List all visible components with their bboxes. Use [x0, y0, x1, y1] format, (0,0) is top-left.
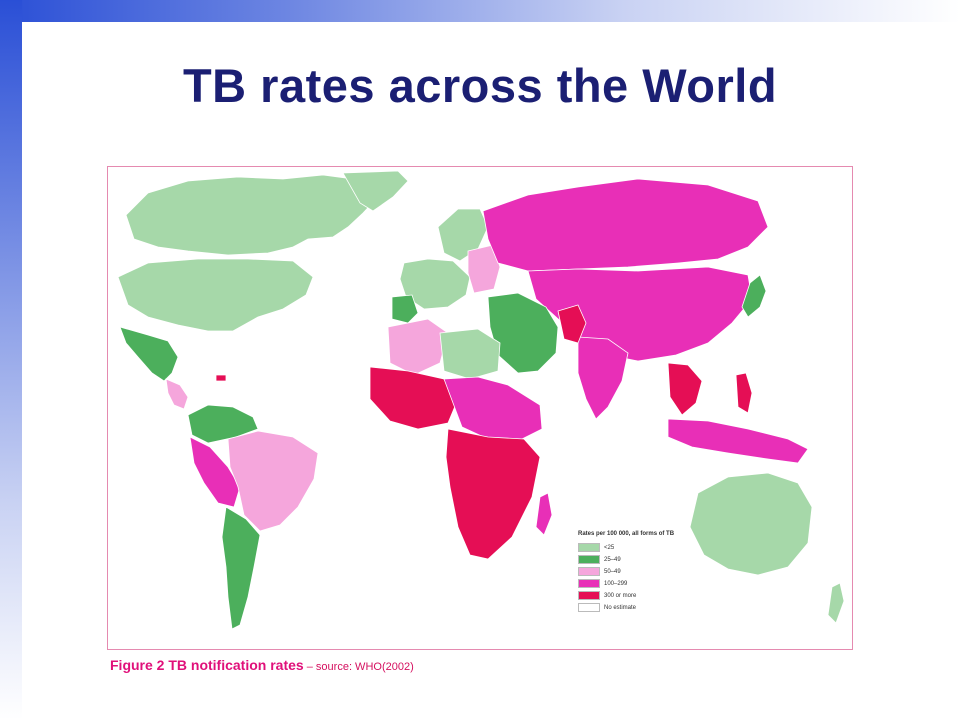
legend-item: 25–49	[578, 554, 728, 565]
region-southeast-asia	[667, 362, 703, 416]
region-indonesia	[667, 418, 809, 464]
region-alaska-canada	[125, 174, 379, 256]
caption-figure-label: Figure 2 TB notification rates	[110, 657, 304, 673]
legend-label: 300 or more	[604, 592, 637, 599]
region-philippines	[735, 372, 753, 414]
top-gradient-bar	[0, 0, 960, 22]
map-legend: Rates per 100 000, all forms of TB <25 2…	[578, 531, 728, 614]
figure-caption: Figure 2 TB notification rates – source:…	[110, 657, 414, 673]
region-new-zealand	[827, 582, 845, 624]
slide-title: TB rates across the World	[182, 59, 778, 112]
region-western-europe	[399, 258, 471, 310]
region-colombia-venezuela	[187, 404, 259, 444]
legend-label: <25	[604, 544, 615, 551]
region-west-africa	[369, 366, 459, 430]
legend-item: 50–49	[578, 566, 728, 577]
region-north-africa-east	[439, 328, 501, 380]
legend-swatch	[578, 555, 600, 564]
region-argentina-chile	[221, 506, 261, 630]
region-central-america	[165, 378, 189, 410]
legend-swatch	[578, 591, 600, 600]
region-madagascar	[535, 492, 553, 536]
legend-item: No estimate	[578, 602, 728, 613]
region-greenland	[342, 170, 409, 212]
caption-source: – source: WHO(2002)	[303, 661, 414, 673]
region-north-africa-west	[387, 318, 449, 376]
region-caribbean	[215, 374, 227, 382]
region-central-east-africa	[443, 376, 543, 442]
world-map	[117, 170, 845, 630]
legend-label: 100–299	[604, 580, 628, 587]
region-usa	[117, 258, 314, 332]
region-russia	[482, 178, 769, 272]
legend-swatch	[578, 567, 600, 576]
region-southern-africa	[445, 428, 541, 560]
legend-item: <25	[578, 542, 728, 553]
legend-swatch	[578, 579, 600, 588]
region-peru-bolivia	[189, 436, 241, 508]
legend-swatch	[578, 603, 600, 612]
world-map-figure: Rates per 100 000, all forms of TB <25 2…	[107, 166, 853, 650]
legend-item: 100–299	[578, 578, 728, 589]
region-australia	[689, 472, 813, 576]
legend-label: 50–49	[604, 568, 621, 575]
region-mexico	[119, 326, 179, 382]
legend-label: No estimate	[604, 604, 637, 611]
left-gradient-bar	[0, 0, 22, 720]
legend-title: Rates per 100 000, all forms of TB	[578, 531, 675, 537]
region-scandinavia	[437, 208, 489, 262]
region-brazil	[227, 430, 319, 532]
legend-swatch	[578, 543, 600, 552]
legend-item: 300 or more	[578, 590, 728, 601]
region-afghanistan-pakistan	[557, 304, 587, 344]
region-japan	[741, 274, 767, 318]
region-iberia	[391, 294, 419, 324]
region-india	[577, 336, 629, 420]
legend-label: 25–49	[604, 556, 621, 563]
